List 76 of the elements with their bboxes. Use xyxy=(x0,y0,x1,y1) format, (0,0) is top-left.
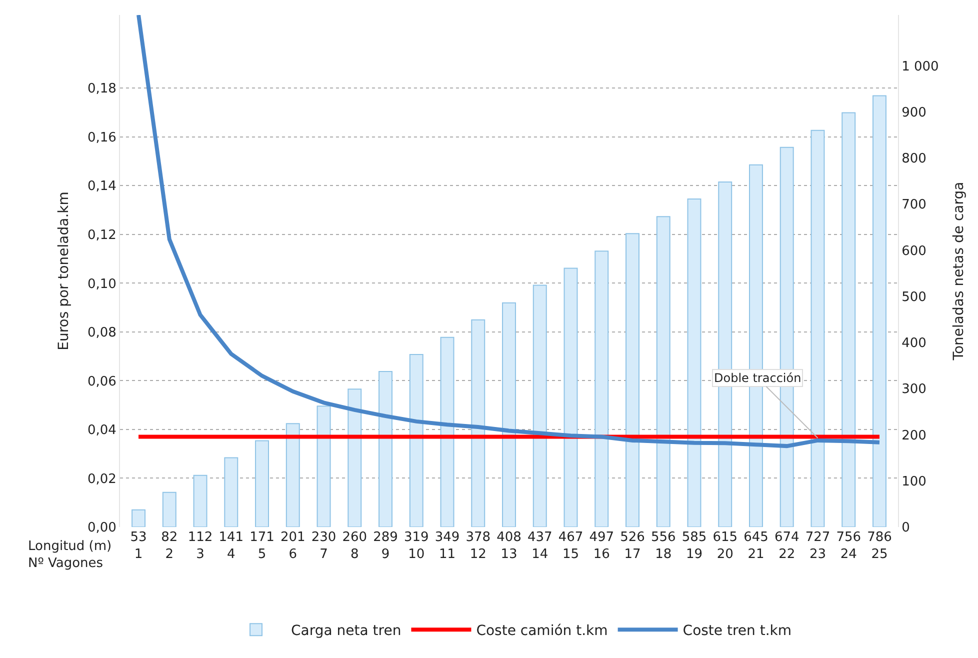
y2-tick-label: 200 xyxy=(902,428,926,444)
bar xyxy=(224,457,238,527)
bar xyxy=(687,198,702,527)
y2-tick-label: 300 xyxy=(902,382,926,398)
bar xyxy=(193,474,208,527)
bar xyxy=(471,319,486,527)
y2-tick-label: 600 xyxy=(902,244,926,259)
line-series xyxy=(136,15,882,448)
bar xyxy=(626,233,640,527)
y2-tick-label: 800 xyxy=(902,152,926,167)
y2-tick-label: 700 xyxy=(902,198,926,213)
y-tick-label: 0,14 xyxy=(87,179,116,194)
bar xyxy=(564,268,578,527)
x-tick-label: 556 18 xyxy=(650,530,676,562)
x-tick-label: 615 20 xyxy=(712,530,738,562)
y-tick-label: 0,18 xyxy=(87,82,116,97)
x-tick-label: 497 16 xyxy=(589,530,614,562)
legend-label: Coste tren t.km xyxy=(682,623,792,640)
bar xyxy=(810,130,825,527)
bar xyxy=(162,492,176,527)
bar xyxy=(842,112,856,527)
x-tick-label: 260 8 xyxy=(342,530,368,562)
legend-label: Carga neta tren xyxy=(291,623,402,640)
x-tick-label: 230 7 xyxy=(311,530,336,562)
y-tick-label: 0,10 xyxy=(87,276,116,292)
x-tick-label: 201 6 xyxy=(280,530,306,562)
bar xyxy=(132,509,146,527)
y-tick-label: 0,16 xyxy=(87,130,116,146)
x-tick-label: 112 3 xyxy=(188,530,213,562)
x-axis-title: Longitud (m) Nº Vagones xyxy=(28,539,112,571)
x-tick-label: 319 10 xyxy=(404,530,429,562)
bar xyxy=(348,388,362,527)
x-tick-label: 378 12 xyxy=(466,530,491,562)
x-tick-label: 674 22 xyxy=(774,530,800,562)
bar xyxy=(409,354,424,527)
y-tick-label: 0,12 xyxy=(87,228,116,243)
x-tick-label: 437 14 xyxy=(527,530,552,562)
y2-tick-label: 100 xyxy=(902,474,926,490)
x-tick-label: 82 2 xyxy=(161,530,178,562)
y2-tick-label: 1 000 xyxy=(902,59,939,74)
bar xyxy=(872,95,886,527)
bar xyxy=(255,440,269,527)
x-tick-label: 786 25 xyxy=(867,530,892,562)
bar xyxy=(378,371,392,527)
x-tick-label: 349 11 xyxy=(434,530,460,562)
y2-tick-label: 500 xyxy=(902,290,926,305)
y-axis-title: Euros por tonelada.km xyxy=(56,192,72,350)
bar xyxy=(316,406,331,527)
x-tick-label: 53 1 xyxy=(130,530,147,562)
x-tick-label: 756 24 xyxy=(836,530,862,562)
x-tick-label: 171 5 xyxy=(250,530,274,562)
bar xyxy=(656,216,670,527)
x-tick-label: 289 9 xyxy=(373,530,398,562)
y-tick-label: 0,06 xyxy=(87,374,116,390)
bar xyxy=(440,336,454,527)
y2-axis-title: Toneladas netas de carga xyxy=(951,182,968,362)
y2-tick-label: 400 xyxy=(902,336,926,352)
annotation: Doble tracción xyxy=(714,371,802,385)
y-tick-label: 0,02 xyxy=(87,472,116,487)
x-tick-label: 585 19 xyxy=(682,530,707,562)
x-tick-label: 645 21 xyxy=(744,530,768,562)
bar xyxy=(594,250,609,527)
y-tick-label: 0,04 xyxy=(87,423,116,438)
bar xyxy=(502,302,516,527)
x-tick-label: 408 13 xyxy=(496,530,522,562)
bar xyxy=(532,284,547,527)
x-tick-label: 467 15 xyxy=(558,530,584,562)
x-tick-label: 727 23 xyxy=(805,530,830,562)
y2-tick-label: 0 xyxy=(902,520,910,536)
y2-tick-label: 900 xyxy=(902,105,926,120)
x-tick-label: 141 4 xyxy=(218,530,244,562)
bar xyxy=(286,423,300,527)
y-tick-label: 0,08 xyxy=(87,326,116,340)
legend-label: Coste camión t.km xyxy=(476,623,608,640)
y-tick-label: 0,00 xyxy=(87,520,116,536)
x-tick-label: 526 17 xyxy=(620,530,645,562)
